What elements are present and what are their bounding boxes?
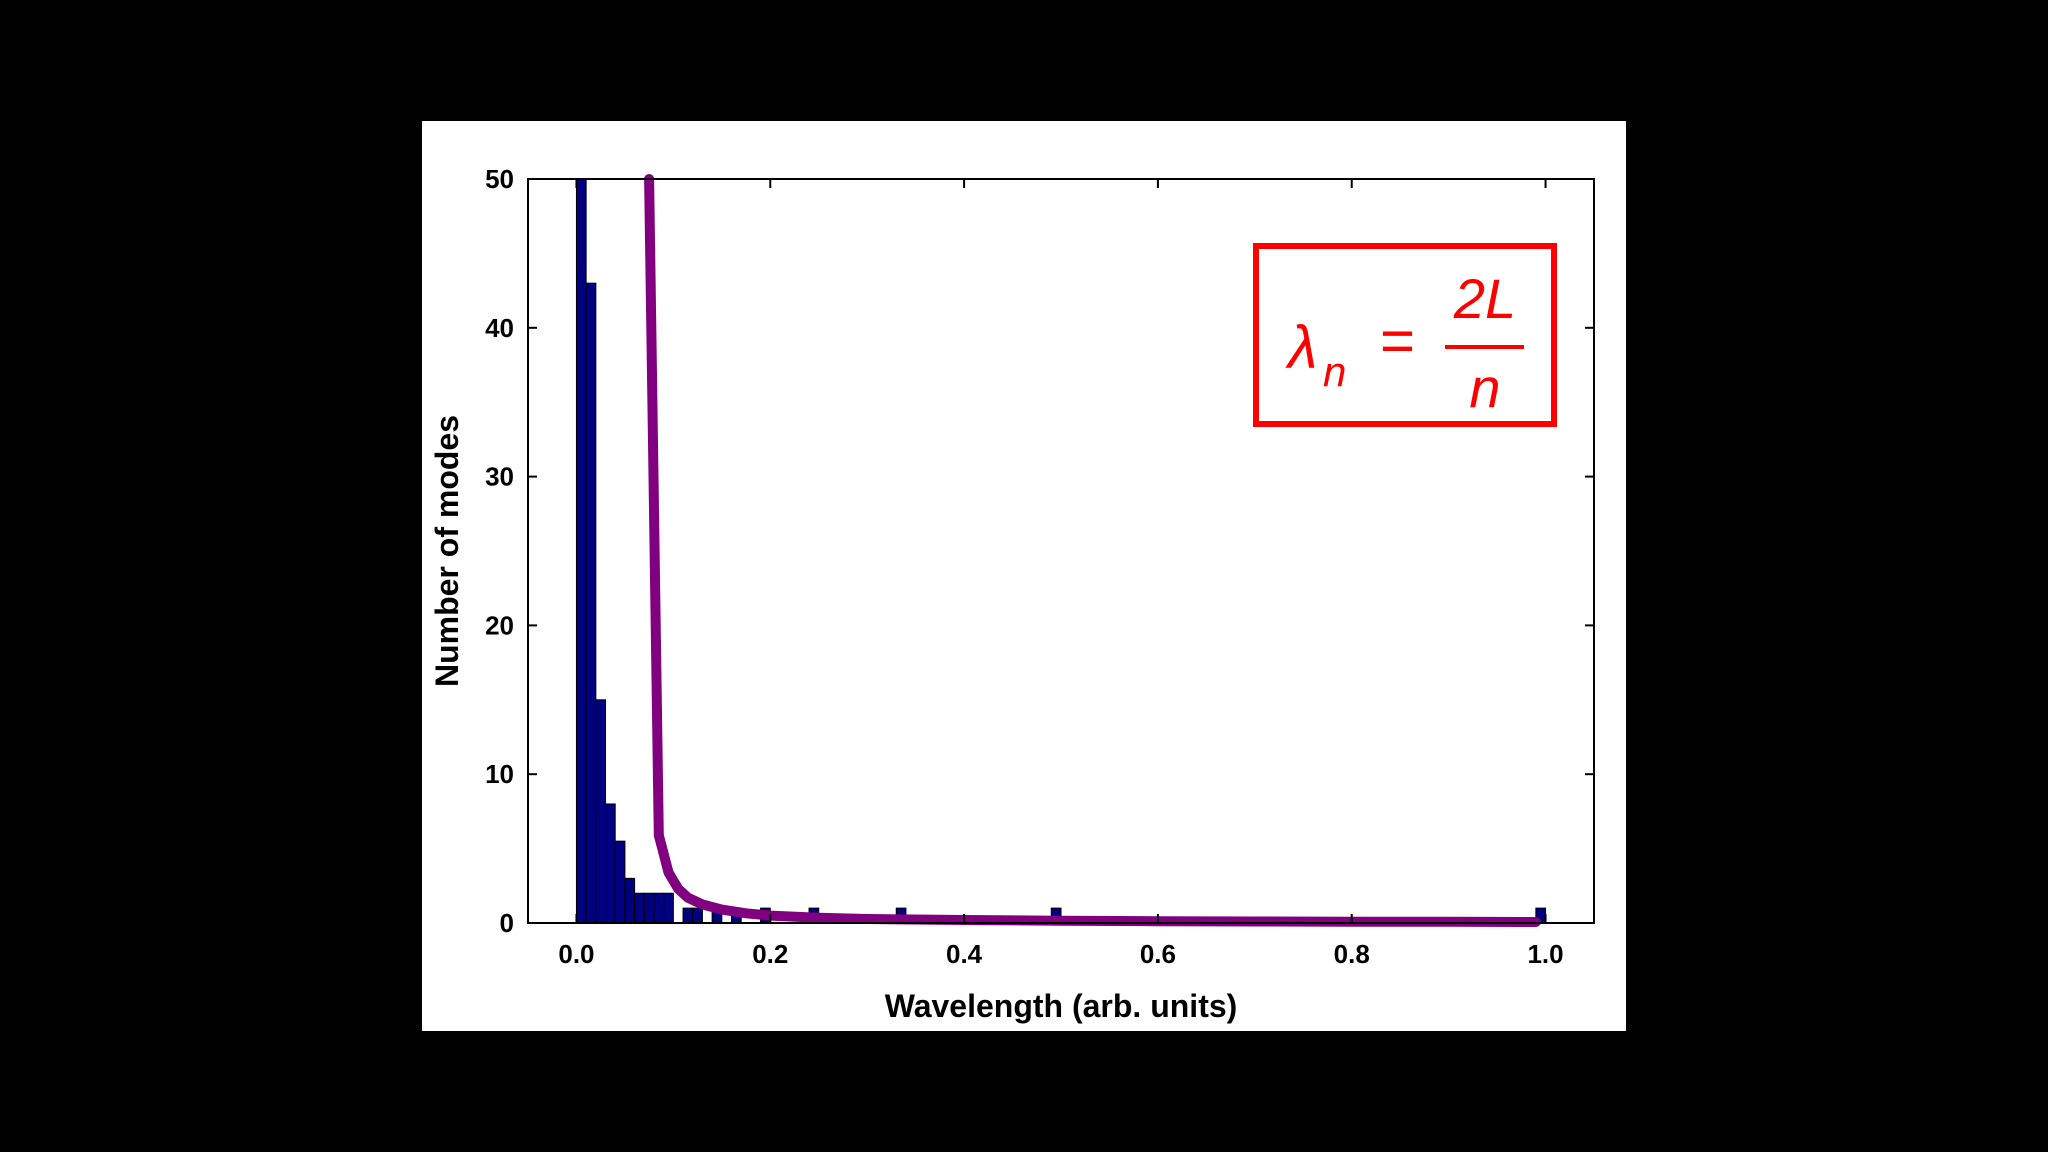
histogram-bar-5 — [624, 877, 636, 924]
formula-numerator: 2L — [1453, 267, 1516, 330]
y-axis-label: Number of modes — [429, 415, 465, 687]
formula-denominator: n — [1469, 356, 1500, 419]
wavelength-curve — [644, 174, 1541, 927]
formula-annotation: λ n = 2L n — [1253, 243, 1557, 427]
y-tick-label: 30 — [485, 462, 514, 492]
histogram-bar-2 — [595, 699, 607, 924]
x-tick-label: 0.8 — [1334, 939, 1370, 969]
formula-box — [1253, 243, 1557, 427]
x-tick-label: 0.0 — [558, 939, 594, 969]
histogram-bar-9 — [663, 892, 674, 924]
x-tick-label: 1.0 — [1527, 939, 1563, 969]
x-tick-label: 0.4 — [946, 939, 983, 969]
y-tick-label: 50 — [485, 164, 514, 194]
chart-panel: 0.0 0.2 0.4 0.6 0.8 1.0 0 10 20 30 40 50 Wavelength… — [422, 121, 1626, 1031]
histogram-bar-8 — [653, 892, 665, 924]
x-tick-label: 0.2 — [752, 939, 788, 969]
histogram-bar-0 — [575, 178, 587, 924]
histogram-bar-3 — [605, 803, 616, 924]
y-tick-label: 20 — [485, 610, 514, 640]
histogram-bar-4 — [614, 840, 626, 924]
x-axis-label: Wavelength (arb. units) — [885, 988, 1238, 1024]
y-tick-label: 10 — [485, 759, 514, 789]
y-tick-label: 40 — [485, 313, 514, 343]
histogram-bar-1 — [585, 282, 597, 924]
histogram-bar-6 — [634, 892, 645, 924]
x-tick-label: 0.6 — [1140, 939, 1176, 969]
histogram-bar-10 — [682, 907, 694, 924]
y-tick-label: 0 — [500, 908, 514, 938]
formula-equals: = — [1380, 307, 1415, 374]
axis-ticks: 0.0 0.2 0.4 0.6 0.8 1.0 0 10 20 30 40 50 — [485, 164, 1594, 969]
formula-subscript: n — [1323, 348, 1346, 395]
histogram-bar-11 — [692, 907, 703, 924]
formula-lambda: λ — [1285, 314, 1318, 381]
mode-histogram-chart: 0.0 0.2 0.4 0.6 0.8 1.0 0 10 20 30 40 50 Wavelength… — [429, 164, 1595, 1024]
plot-frame — [527, 178, 1595, 924]
histogram-bar-7 — [643, 892, 655, 924]
